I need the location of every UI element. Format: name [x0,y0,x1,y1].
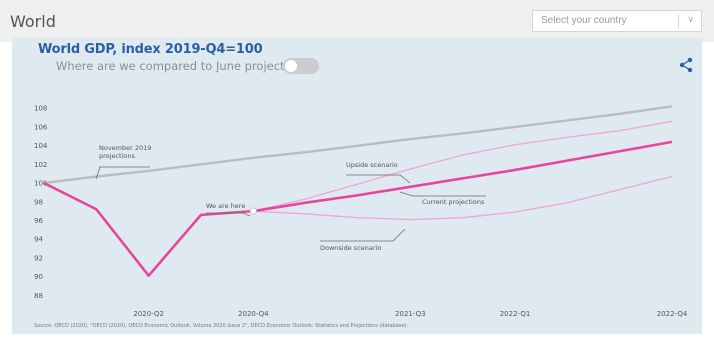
y-tick-label: 98 [34,198,43,206]
june-projections-toggle[interactable] [283,58,319,74]
y-tick-label: 104 [34,142,48,150]
annotation-label: We are here [206,202,245,210]
x-tick-label: 2020-Q4 [238,310,269,318]
y-tick-label: 92 [34,254,43,262]
annotation-label: Current projections [422,198,485,206]
annotation-leader [206,212,251,217]
annotation-leader [346,174,411,184]
country-select-placeholder: Select your country [541,15,627,26]
y-tick-label: 102 [34,161,47,169]
series-line-current-projections [43,140,673,277]
share-icon[interactable] [678,56,694,74]
y-tick-label: 106 [34,123,48,131]
x-tick-label: 2020-Q2 [133,310,164,318]
toggle-label: Where are we compared to June projection… [56,59,315,73]
annotation-label: Downside scenario [320,244,381,252]
annotation-label: projections [99,152,135,160]
toggle-knob[interactable] [285,60,297,72]
series-line-downside-scenario [253,175,673,221]
y-tick-label: 90 [34,273,43,281]
x-tick-label: 2021-Q3 [395,310,426,318]
x-tick-label: 2022-Q4 [657,310,688,318]
we-are-here-marker [249,207,257,215]
source-note: Source: OECD (2020), "OECD (2020), OECD … [34,323,409,329]
series-line-november-2019-projections [43,105,673,185]
y-tick-label: 100 [34,180,47,188]
chart-panel [12,38,702,334]
annotation-leader [320,228,406,242]
country-select[interactable]: Select your country ∨ [532,10,702,32]
annotation-label: November 2019 [99,144,151,152]
annotation-leader [399,191,486,197]
annotation-label: Upside scenario [346,161,398,169]
y-tick-label: 94 [34,236,43,244]
annotation-leader [95,166,101,180]
x-tick-label: 2022-Q1 [500,310,531,318]
series-line-upside-scenario [253,120,673,212]
region-title: World [10,12,56,31]
y-tick-label: 96 [34,217,43,225]
y-tick-label: 88 [34,292,43,300]
chevron-down-icon[interactable]: ∨ [687,14,694,24]
select-separator [678,15,679,28]
chart-title: World GDP, index 2019-Q4=100 [38,42,263,57]
y-tick-label: 108 [34,105,47,113]
top-bar: World Select your country ∨ [0,0,714,42]
